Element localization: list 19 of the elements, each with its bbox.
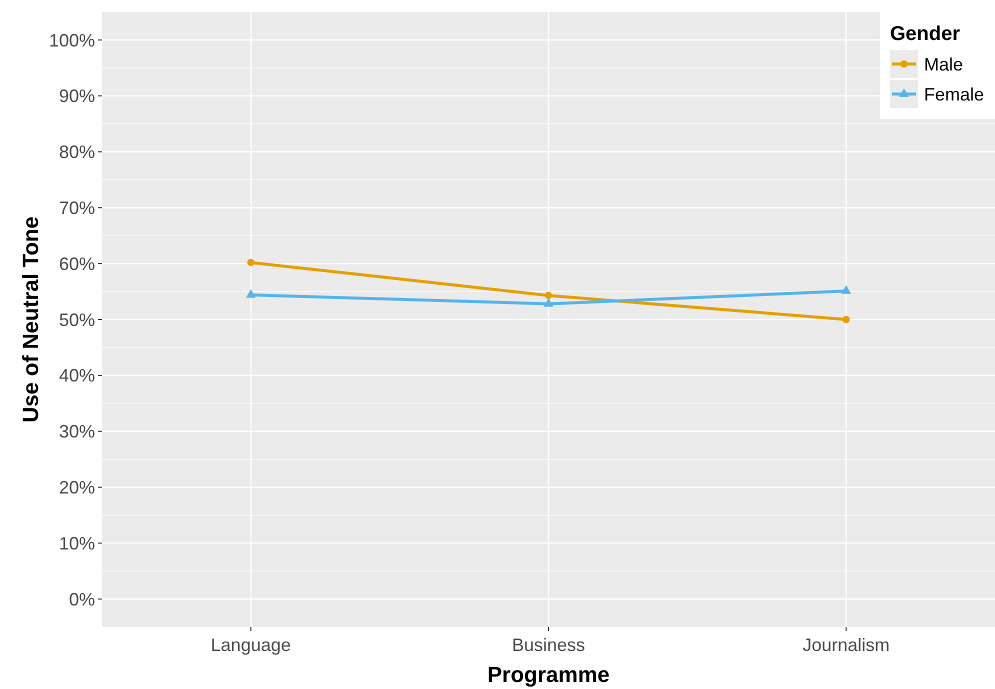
y-tick-label: 50% (58, 310, 95, 330)
y-tick-label: 70% (58, 198, 95, 218)
x-tick-label: Language (210, 635, 291, 655)
legend-label: Female (924, 84, 984, 104)
legend-title: Gender (890, 23, 960, 45)
x-tick-label: Journalism (802, 635, 890, 655)
y-tick-label: 100% (48, 30, 95, 50)
y-axis-title: Use of Neutral Tone (18, 216, 43, 423)
y-tick-label: 10% (58, 533, 95, 554)
y-tick-label: 0% (68, 589, 95, 610)
y-tick-label: 90% (58, 86, 95, 106)
y-tick-label: 30% (58, 422, 95, 442)
x-axis-title: Programme (487, 662, 610, 687)
y-tick-label: 60% (58, 254, 95, 274)
legend-label: Male (924, 54, 964, 74)
x-tick-label: Business (512, 635, 586, 655)
y-tick-label: 40% (58, 366, 95, 386)
y-tick-label: 80% (58, 142, 95, 162)
y-tick-label: 20% (58, 478, 95, 498)
